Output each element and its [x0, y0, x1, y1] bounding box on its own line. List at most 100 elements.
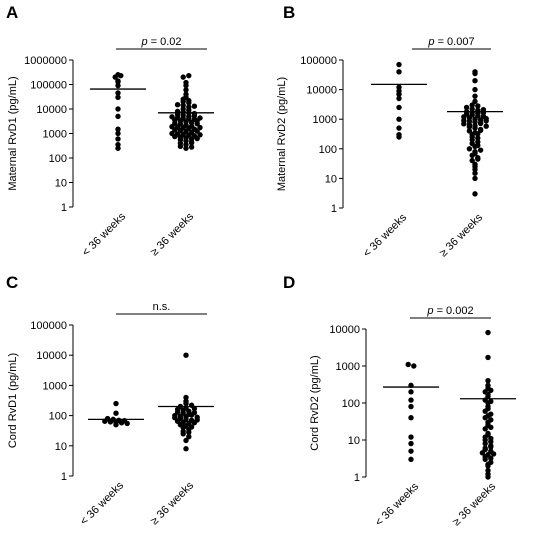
data-point — [477, 120, 484, 127]
data-point — [472, 77, 478, 84]
category-label: < 36 weeks — [78, 479, 126, 527]
y-tick-label: 10 — [55, 178, 67, 190]
data-point — [396, 104, 402, 111]
data-point — [472, 143, 478, 150]
y-tick-label: 100 — [342, 398, 360, 410]
data-point — [396, 95, 402, 102]
data-point — [490, 451, 497, 457]
data-point — [408, 434, 414, 440]
data-point — [485, 354, 491, 361]
data-point — [188, 144, 195, 150]
y-tick-label: 1 — [61, 471, 67, 483]
data-point — [475, 135, 481, 141]
data-point — [115, 82, 121, 89]
y-tick-label: 1 — [354, 472, 360, 484]
data-point — [191, 405, 198, 412]
data-point — [174, 101, 181, 108]
significance-label: n.s. — [153, 301, 171, 313]
data-point — [183, 145, 189, 151]
significance-label: p = 0.007 — [427, 36, 474, 48]
data-point — [113, 400, 119, 407]
data-point — [188, 140, 195, 146]
data-point — [113, 421, 119, 428]
y-tick-label: 10000 — [36, 104, 67, 116]
data-point — [408, 448, 414, 454]
data-point — [180, 424, 186, 431]
data-point — [469, 152, 475, 159]
y-tick-label: 100 — [49, 153, 67, 165]
y-tick-label: 1000 — [313, 114, 337, 126]
data-point — [191, 420, 198, 426]
data-point — [194, 128, 200, 134]
data-point — [186, 100, 192, 106]
category-label: < 36 weeks — [80, 210, 128, 258]
data-point — [472, 93, 478, 99]
panel-b: B 1 10 100 1000 10000 100000 Maternal RvD2 (pg/… — [276, 3, 503, 260]
y-tick-label: 100000 — [300, 55, 337, 67]
panel-letter: C — [6, 273, 18, 292]
category-label: ≥ 36 weeks — [148, 479, 196, 527]
y-tick-label: 1000 — [43, 129, 67, 141]
data-point — [482, 440, 488, 447]
data-point — [180, 74, 186, 80]
data-point — [472, 170, 478, 176]
category-label: ≥ 36 weeks — [450, 480, 498, 528]
data-point — [475, 103, 481, 109]
data-point — [483, 123, 489, 129]
data-point — [469, 157, 475, 164]
data-point — [183, 82, 189, 89]
data-point — [115, 136, 121, 142]
panel-letter: A — [6, 3, 18, 22]
data-point — [475, 156, 481, 162]
data-point — [472, 119, 478, 125]
data-point — [466, 124, 473, 130]
y-tick-label: 10000 — [329, 324, 360, 336]
data-point — [408, 403, 414, 410]
data-point — [461, 114, 467, 120]
data-point — [188, 412, 195, 418]
data-point — [485, 378, 491, 384]
data-point — [488, 424, 494, 431]
data-point — [475, 131, 481, 137]
data-point — [483, 118, 489, 124]
data-point — [488, 387, 494, 394]
data-point — [396, 116, 402, 122]
y-tick-label: 10 — [325, 173, 337, 185]
data-point — [112, 74, 118, 80]
data-point — [396, 134, 402, 140]
data-point — [183, 394, 189, 401]
data-point — [477, 147, 484, 153]
data-point — [396, 91, 402, 97]
data-point — [115, 126, 121, 132]
data-point — [183, 446, 189, 452]
data-point — [396, 69, 402, 75]
y-tick-label: 1000 — [43, 380, 67, 392]
category-label: ≥ 36 weeks — [148, 210, 196, 258]
data-point — [469, 102, 475, 108]
data-point — [466, 146, 473, 152]
data-point — [472, 166, 478, 173]
y-tick-label: 100 — [49, 411, 67, 423]
data-point — [408, 389, 414, 395]
data-point — [482, 426, 488, 432]
data-point — [482, 408, 488, 414]
data-point — [408, 397, 414, 403]
y-tick-label: 1 — [61, 202, 67, 214]
panel-d: D 1 10 100 1000 10000 Cord RvD2 (pg/mL) < 36 we… — [283, 273, 516, 529]
data-point — [115, 79, 121, 85]
y-axis-label: Maternal RvD1 (pg/mL) — [7, 76, 19, 190]
data-point — [183, 400, 189, 407]
data-point — [115, 106, 121, 112]
data-point — [197, 132, 203, 138]
y-axis-label: Cord RvD1 (pg/mL) — [7, 353, 19, 448]
data-point — [183, 437, 189, 444]
data-point — [405, 361, 411, 368]
data-point — [118, 420, 125, 426]
y-axis-label: Cord RvD2 (pg/mL) — [309, 355, 321, 450]
data-point — [115, 94, 121, 101]
panel-letter: D — [283, 273, 295, 292]
data-point — [115, 90, 121, 96]
y-tick-label: 10 — [348, 435, 360, 447]
significance-label: p = 0.02 — [140, 36, 181, 48]
data-point — [485, 474, 491, 480]
